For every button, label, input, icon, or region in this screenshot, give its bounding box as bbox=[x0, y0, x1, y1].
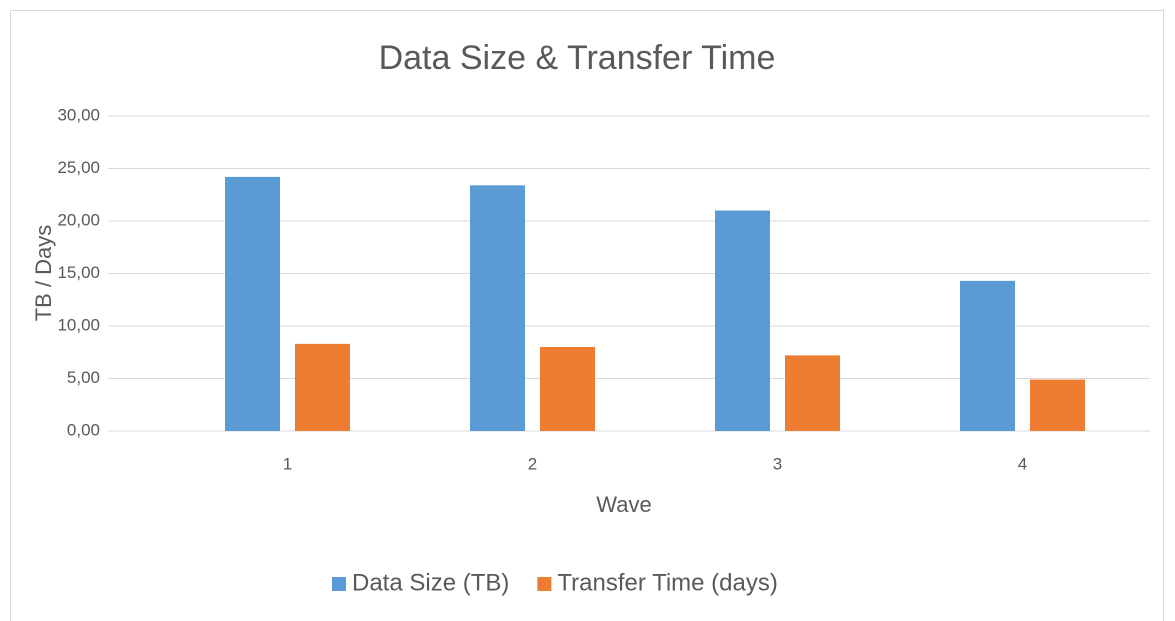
legend-swatch bbox=[332, 577, 346, 591]
x-tick-label: 2 bbox=[528, 454, 537, 473]
x-tick-label: 4 bbox=[1018, 454, 1027, 473]
y-tick-label: 25,00 bbox=[57, 158, 100, 177]
bar bbox=[960, 280, 1015, 431]
y-axis-label: TB / Days bbox=[31, 225, 56, 322]
y-tick-label: 20,00 bbox=[57, 210, 100, 229]
bar bbox=[295, 343, 350, 431]
y-tick-label: 5,00 bbox=[67, 368, 100, 387]
legend-swatch bbox=[537, 577, 552, 591]
y-tick-label: 30,00 bbox=[57, 105, 100, 124]
y-tick-label: 15,00 bbox=[57, 263, 100, 282]
bar bbox=[785, 355, 840, 431]
legend-label: Transfer Time (days) bbox=[557, 569, 778, 596]
bar bbox=[1030, 379, 1085, 431]
x-tick-label: 3 bbox=[773, 454, 782, 473]
y-tick-label: 0,00 bbox=[67, 420, 100, 439]
y-tick-label: 10,00 bbox=[57, 315, 100, 334]
x-axis-label: Wave bbox=[596, 492, 651, 517]
bar bbox=[470, 185, 525, 431]
bar bbox=[715, 210, 770, 431]
x-tick-label: 1 bbox=[283, 454, 292, 473]
bar bbox=[540, 347, 595, 431]
chart-title: Data Size & Transfer Time bbox=[379, 39, 776, 77]
bar bbox=[225, 176, 280, 431]
legend-label: Data Size (TB) bbox=[352, 569, 509, 596]
